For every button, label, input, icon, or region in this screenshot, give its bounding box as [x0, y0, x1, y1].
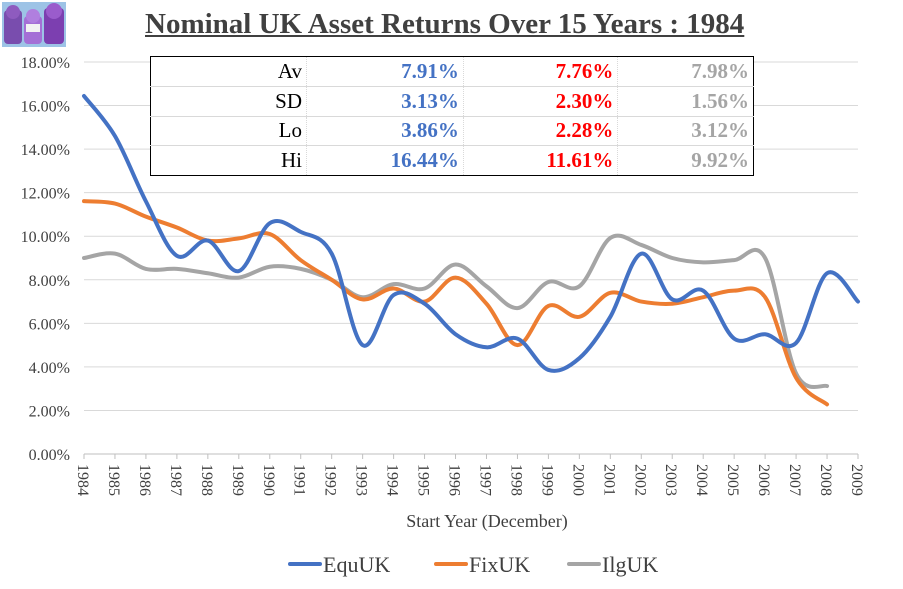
stats-row-label: SD [150, 85, 307, 116]
y-tick-label: 18.00% [21, 55, 70, 72]
y-tick-label: 2.00% [29, 403, 70, 420]
stats-cell-fixuk: 11.61% [463, 145, 619, 176]
stats-cell-ilguk: 3.12% [617, 115, 754, 146]
series-line-fixuk [82, 199, 830, 407]
x-tick-label: 1986 [136, 464, 153, 496]
stats-row-label: Lo [150, 115, 307, 146]
x-tick-label: 1995 [415, 464, 432, 496]
x-tick-label: 2003 [662, 464, 679, 496]
x-tick-label: 1998 [507, 464, 524, 496]
stats-cell-fixuk: 7.76% [463, 56, 619, 87]
y-tick-label: 6.00% [29, 316, 70, 333]
y-tick-label: 0.00% [29, 447, 70, 464]
x-tick-label: 2007 [786, 464, 803, 496]
y-tick-label: 10.00% [21, 229, 70, 246]
legend: EquUK FixUK IlgUK [288, 552, 658, 577]
x-tick-label: 1997 [476, 464, 493, 496]
y-tick-label: 8.00% [29, 273, 70, 290]
legend-label-ilguk: IlgUK [602, 552, 658, 577]
stats-row-lo: Lo 3.86% 2.28% 3.12% [150, 115, 754, 146]
x-axis: 1984 1985 1986 1987 1988 1989 1990 1991 1992 1993… [74, 453, 865, 496]
x-tick-label: 1988 [198, 464, 215, 496]
x-tick-label: 1990 [260, 464, 277, 496]
stats-row-hi: Hi 16.44% 11.61% 9.92% [150, 145, 754, 176]
stats-cell-equuk: 7.91% [306, 56, 464, 87]
x-tick-label: 2009 [848, 464, 865, 496]
chart-title: Nominal UK Asset Returns Over 15 Years :… [145, 8, 745, 40]
x-tick-label: 1994 [384, 464, 401, 496]
stats-cell-ilguk: 1.56% [617, 85, 754, 116]
stats-row-label: Hi [150, 145, 307, 176]
x-tick-label: 1985 [105, 464, 122, 496]
stats-table: Av 7.91% 7.76% 7.98% SD 3.13% 2.30% 1.56% Lo 3.86… [150, 56, 754, 176]
x-tick-label: 1989 [229, 464, 246, 496]
stats-cell-equuk: 3.13% [306, 85, 464, 116]
x-tick-label: 2008 [817, 464, 834, 496]
stats-cell-equuk: 16.44% [306, 145, 464, 176]
x-tick-label: 2006 [755, 464, 772, 496]
stats-cell-ilguk: 9.92% [617, 145, 754, 176]
x-tick-label: 1984 [74, 464, 91, 496]
x-axis-label: Start Year (December) [406, 511, 567, 532]
x-tick-label: 2004 [693, 464, 710, 496]
y-tick-label: 14.00% [21, 142, 70, 159]
series-line-equuk [82, 93, 860, 373]
x-tick-label: 2005 [724, 464, 741, 496]
stats-cell-equuk: 3.86% [306, 115, 464, 146]
x-tick-label: 1993 [353, 464, 370, 496]
x-tick-label: 1991 [291, 464, 308, 496]
series-line-ilguk [82, 233, 830, 390]
stats-cell-fixuk: 2.30% [463, 85, 619, 116]
stats-row-label: Av [150, 56, 307, 87]
stats-cell-fixuk: 2.28% [463, 115, 619, 146]
y-tick-label: 12.00% [21, 186, 70, 203]
x-tick-label: 1987 [167, 464, 184, 496]
stats-row-av: Av 7.91% 7.76% 7.98% [150, 56, 754, 87]
x-tick-label: 2002 [631, 464, 648, 496]
y-tick-label: 16.00% [21, 99, 70, 116]
legend-label-equuk: EquUK [323, 552, 390, 577]
y-axis-tick-labels: 0.00% 2.00% 4.00% 6.00% 8.00% 10.00% 12.00% 14.… [21, 55, 70, 464]
x-tick-label: 1996 [446, 464, 463, 496]
stats-row-sd: SD 3.13% 2.30% 1.56% [150, 85, 754, 116]
x-tick-label: 1999 [538, 464, 555, 496]
stats-cell-ilguk: 7.98% [691, 58, 749, 83]
x-tick-label: 2001 [600, 464, 617, 496]
x-tick-label: 2000 [569, 464, 586, 496]
logo-image [2, 2, 66, 47]
x-tick-label: 1992 [322, 464, 339, 496]
y-tick-label: 4.00% [29, 360, 70, 377]
legend-label-fixuk: FixUK [469, 552, 530, 577]
series-lines [82, 93, 860, 407]
